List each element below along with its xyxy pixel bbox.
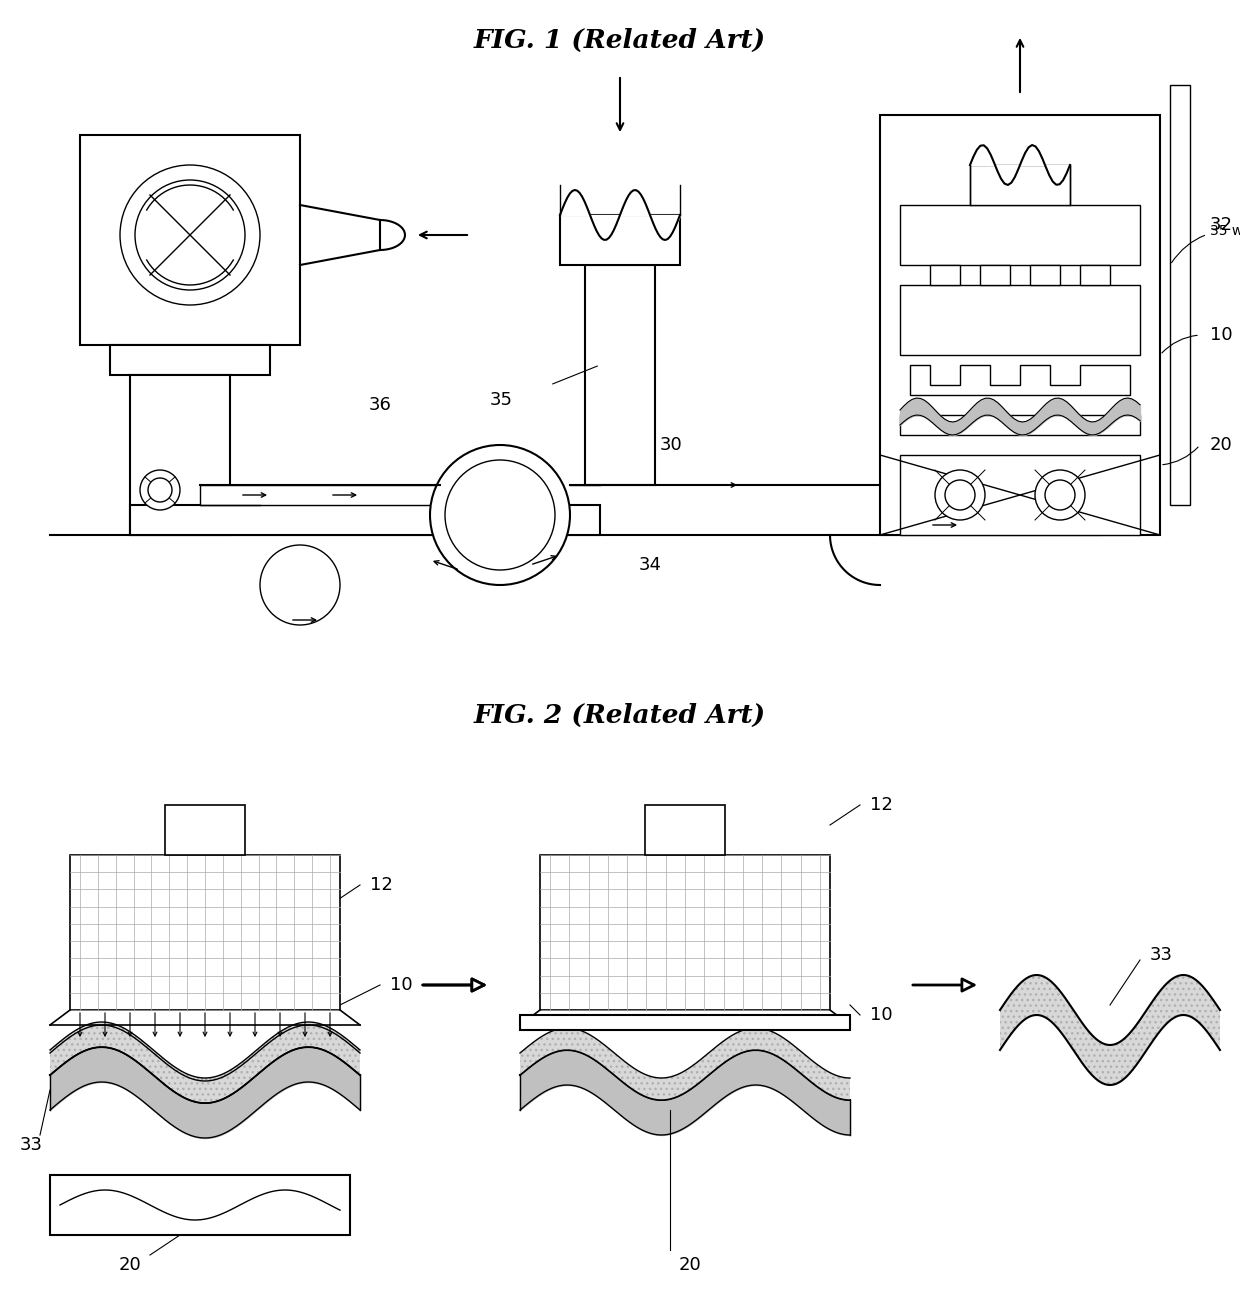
Text: 30: 30 (660, 437, 683, 454)
Bar (110, 345, 270, 375)
Text: 33: 33 (20, 1136, 43, 1155)
Circle shape (945, 480, 975, 510)
Text: 34: 34 (639, 556, 661, 575)
Bar (50, 1176, 350, 1235)
Bar (585, 266, 655, 485)
Text: 10: 10 (391, 976, 413, 994)
Bar (560, 214, 680, 266)
Text: 20: 20 (1210, 437, 1233, 454)
Text: FIG. 2 (Related Art): FIG. 2 (Related Art) (474, 702, 766, 727)
Text: 12: 12 (370, 876, 393, 894)
Bar (130, 375, 229, 535)
Bar (81, 135, 300, 345)
Bar (1171, 85, 1190, 505)
Bar (1030, 266, 1060, 285)
Circle shape (148, 477, 172, 502)
Bar (165, 805, 246, 855)
Bar (130, 505, 600, 535)
Bar (900, 416, 1140, 435)
Bar (1080, 266, 1110, 285)
Bar (900, 285, 1140, 355)
Circle shape (1035, 469, 1085, 519)
Circle shape (445, 460, 556, 569)
Bar (970, 164, 1070, 205)
Bar (900, 455, 1140, 535)
Bar (200, 485, 500, 505)
Text: 12: 12 (870, 796, 893, 814)
Polygon shape (420, 970, 480, 999)
Polygon shape (910, 970, 980, 999)
Circle shape (1045, 480, 1075, 510)
Text: 35 wavy: 35 wavy (1172, 224, 1240, 263)
Text: 35: 35 (490, 391, 513, 409)
Circle shape (135, 180, 246, 291)
Circle shape (140, 469, 180, 510)
Text: 10: 10 (870, 1006, 893, 1024)
Bar (539, 855, 830, 1010)
Text: 32: 32 (1210, 216, 1233, 234)
Bar (900, 205, 1140, 266)
Text: 33: 33 (1149, 945, 1173, 964)
Bar (930, 266, 960, 285)
Text: 36: 36 (368, 396, 392, 414)
Polygon shape (910, 366, 1130, 394)
Circle shape (120, 164, 260, 305)
Bar (880, 114, 1159, 535)
Text: FIG. 1 (Related Art): FIG. 1 (Related Art) (474, 28, 766, 53)
Bar (980, 266, 1011, 285)
Text: 20: 20 (678, 1256, 702, 1274)
Text: 10: 10 (1210, 326, 1233, 345)
Circle shape (430, 444, 570, 585)
Bar (69, 855, 340, 1010)
Circle shape (935, 469, 985, 519)
Circle shape (260, 544, 340, 625)
Bar (645, 805, 725, 855)
Text: 20: 20 (119, 1256, 141, 1274)
Bar (520, 1015, 849, 1030)
